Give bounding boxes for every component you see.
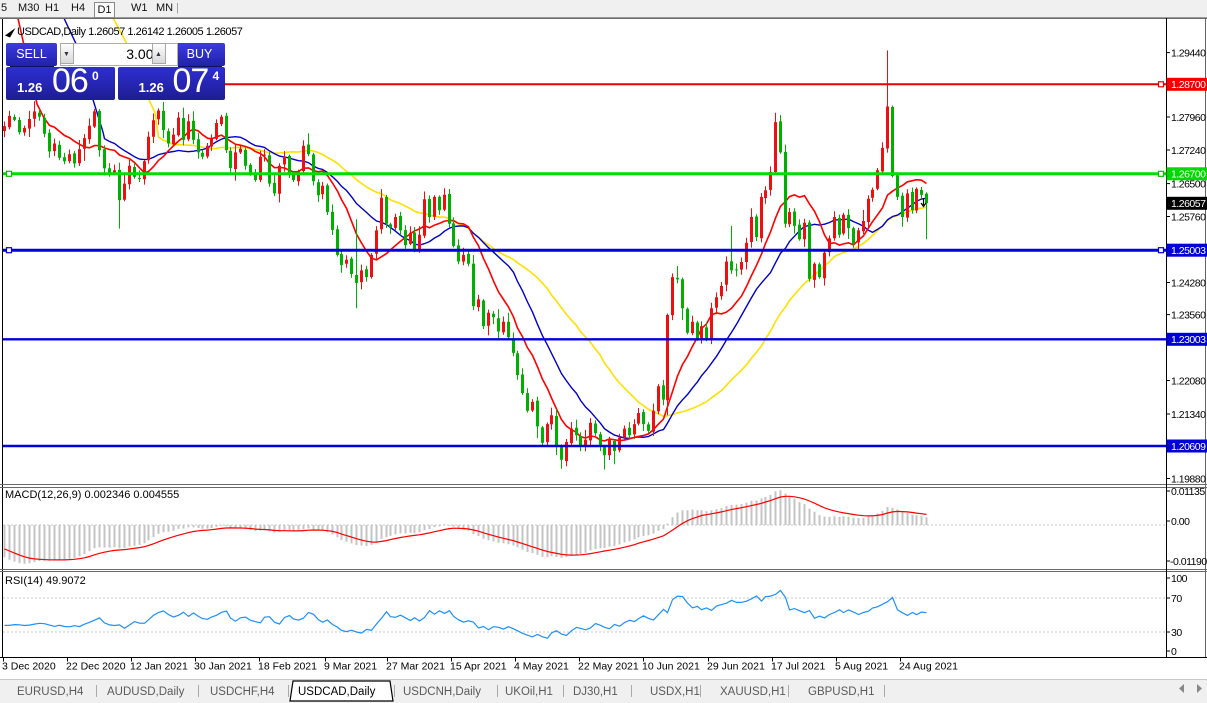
svg-text:XAUUSD,H1: XAUUSD,H1 <box>720 686 786 698</box>
svg-text:10 Jun 2021: 10 Jun 2021 <box>642 661 700 673</box>
svg-text:1.19880: 1.19880 <box>1171 473 1206 485</box>
svg-text:70: 70 <box>1171 593 1182 605</box>
svg-text:27 Mar 2021: 27 Mar 2021 <box>386 661 445 673</box>
svg-text:1.23560: 1.23560 <box>1171 309 1206 321</box>
svg-text:30 Jan 2021: 30 Jan 2021 <box>194 661 252 673</box>
svg-text:1.26057: 1.26057 <box>1171 198 1206 210</box>
svg-text:1.25760: 1.25760 <box>1171 211 1206 223</box>
svg-text:AUDUSD,Daily: AUDUSD,Daily <box>107 686 185 698</box>
svg-text:USDCNH,Daily: USDCNH,Daily <box>403 686 481 698</box>
svg-text:1.22080: 1.22080 <box>1171 375 1206 387</box>
svg-text:1.27960: 1.27960 <box>1171 112 1206 124</box>
svg-text:3 Dec 2020: 3 Dec 2020 <box>2 661 56 673</box>
svg-text:1.26700: 1.26700 <box>1171 169 1206 181</box>
svg-text:GBPUSD,H1: GBPUSD,H1 <box>808 686 874 698</box>
svg-text:DJ30,H1: DJ30,H1 <box>573 686 618 698</box>
svg-text:1.21340: 1.21340 <box>1171 409 1206 421</box>
svg-text:4 May 2021: 4 May 2021 <box>514 661 569 673</box>
svg-text:1.25003: 1.25003 <box>1171 245 1206 257</box>
svg-text:RSI(14) 49.9072: RSI(14) 49.9072 <box>5 575 86 587</box>
svg-text:5 Aug 2021: 5 Aug 2021 <box>835 661 888 673</box>
svg-text:15 Apr 2021: 15 Apr 2021 <box>450 661 507 673</box>
svg-text:1.26500: 1.26500 <box>1171 178 1206 190</box>
svg-text:1.28700: 1.28700 <box>1171 79 1206 91</box>
svg-text:0.01135: 0.01135 <box>1171 486 1205 498</box>
svg-text:22 May 2021: 22 May 2021 <box>578 661 639 673</box>
svg-text:22 Dec 2020: 22 Dec 2020 <box>66 661 126 673</box>
svg-text:100: 100 <box>1171 573 1188 585</box>
svg-text:USDCAD,Daily 1.26057 1.26142: USDCAD,Daily 1.26057 1.26142 1.26005 1.2… <box>17 26 243 38</box>
svg-text:1.29440: 1.29440 <box>1171 47 1206 59</box>
svg-text:-0.011904: -0.011904 <box>1170 556 1207 568</box>
svg-text:9 Mar 2021: 9 Mar 2021 <box>324 661 377 673</box>
svg-text:24 Aug 2021: 24 Aug 2021 <box>899 661 958 673</box>
svg-text:30: 30 <box>1171 627 1182 639</box>
svg-text:18 Feb 2021: 18 Feb 2021 <box>258 661 317 673</box>
svg-text:1.24280: 1.24280 <box>1171 277 1206 289</box>
svg-text:UKOil,H1: UKOil,H1 <box>505 686 553 698</box>
svg-text:1.23003: 1.23003 <box>1171 334 1206 346</box>
svg-text:USDCHF,H4: USDCHF,H4 <box>210 686 275 698</box>
svg-text:29 Jun 2021: 29 Jun 2021 <box>707 661 765 673</box>
svg-text:1.20609: 1.20609 <box>1171 441 1206 453</box>
svg-text:0.00: 0.00 <box>1171 516 1190 528</box>
svg-text:1.27240: 1.27240 <box>1171 145 1206 157</box>
svg-text:USDX,H1: USDX,H1 <box>650 686 700 698</box>
svg-text:12 Jan 2021: 12 Jan 2021 <box>130 661 188 673</box>
svg-text:EURUSD,H4: EURUSD,H4 <box>17 686 84 698</box>
svg-text:MACD(12,26,9) 0.002346 0.00455: MACD(12,26,9) 0.002346 0.004555 <box>5 489 179 501</box>
svg-text:0: 0 <box>1171 646 1177 658</box>
svg-text:17 Jul 2021: 17 Jul 2021 <box>771 661 825 673</box>
svg-text:USDCAD,Daily: USDCAD,Daily <box>298 686 376 698</box>
